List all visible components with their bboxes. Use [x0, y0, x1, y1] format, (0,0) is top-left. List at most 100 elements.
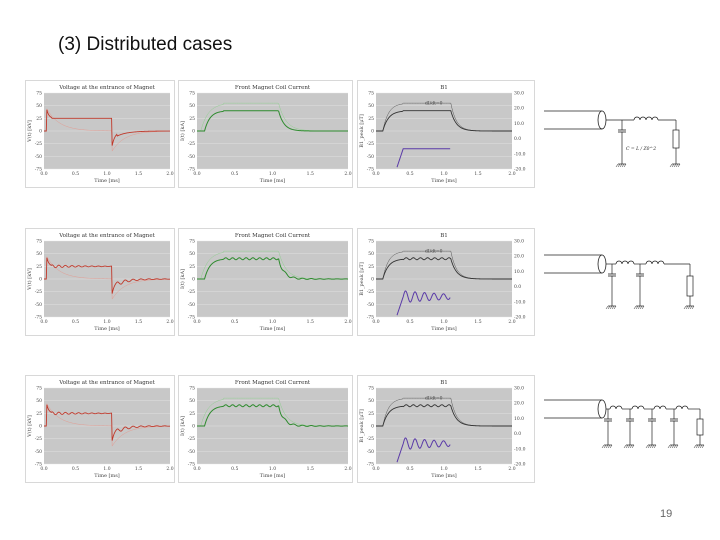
x-tick-label: 2.0 [344, 171, 351, 177]
y-tick-label: 50 [36, 398, 42, 404]
inductor-icon [653, 405, 667, 410]
y-tick-label: -50 [367, 449, 374, 455]
y-tick-label: 0 [39, 129, 42, 135]
y-tick-label: 50 [368, 103, 374, 109]
chart-voltage-row3: Voltage at the entrance of Magnet 75 50 25 0… [25, 375, 175, 483]
x-tick-label: 2.0 [508, 171, 515, 177]
y-tick-label: 50 [189, 398, 195, 404]
chart-title: Front Magnet Coil Current [235, 380, 311, 386]
y-tick-label: -50 [367, 154, 374, 160]
y-tick-label: -50 [188, 302, 195, 308]
capacitor-icon [604, 409, 612, 433]
y-tick-label: -50 [188, 154, 195, 160]
y-axis-label: V(t) [kV] [26, 268, 33, 291]
x-tick-label: 0.0 [40, 171, 47, 177]
x-tick-label: 0.0 [40, 319, 47, 325]
x-tick-label: 0.0 [372, 319, 379, 325]
x-tick-label: 1.0 [103, 466, 110, 472]
capacitor-icon [626, 409, 634, 433]
y-tick-label: 50 [36, 251, 42, 257]
x-tick-label: 0.0 [193, 171, 200, 177]
coax-cable-icon [544, 254, 607, 274]
voltage-trace-secondary [44, 255, 171, 300]
x-tick-label: 0.5 [406, 319, 413, 325]
ground-icon [601, 444, 613, 449]
x-tick-label: 1.5 [135, 171, 142, 177]
y-axis-label: B1_peak [μT] [359, 262, 365, 296]
y-tick-label: -75 [367, 462, 374, 468]
field-derivative-trace [396, 290, 451, 316]
x-tick-label: 2.0 [166, 319, 173, 325]
y-tick-label: -75 [35, 167, 42, 173]
y2-tick-label: 0.0 [514, 136, 521, 142]
y-tick-label: 25 [36, 116, 42, 122]
ground-icon [683, 305, 695, 310]
y-tick-label: -25 [35, 289, 42, 295]
y-tick-label: -75 [35, 462, 42, 468]
y-tick-label: -25 [367, 289, 374, 295]
y2-tick-label: 30.0 [514, 91, 524, 97]
y2-tick-label: 20.0 [514, 401, 524, 407]
y-tick-label: 75 [36, 386, 42, 392]
y-axis-label: I(t) [kA] [179, 416, 186, 436]
y-tick-label: 50 [368, 251, 374, 257]
ground-icon [693, 444, 705, 449]
x-tick-label: 0.0 [372, 171, 379, 177]
y2-tick-label: 20.0 [514, 254, 524, 260]
y-tick-label: 25 [189, 264, 195, 270]
chart-title: Voltage at the entrance of Magnet [58, 233, 155, 239]
ground-icon [669, 163, 681, 168]
y2-tick-label: 20.0 [514, 106, 524, 112]
x-tick-label: 1.0 [269, 466, 276, 472]
x-tick-label: 1.0 [103, 171, 110, 177]
page-number: 19 [660, 508, 673, 520]
chart-title: B1 [440, 233, 448, 239]
voltage-trace-secondary [44, 402, 171, 447]
resistor-icon [672, 129, 680, 149]
ground-icon [605, 305, 617, 310]
y-tick-label: 75 [189, 239, 195, 245]
y-tick-label: 0 [39, 424, 42, 430]
chart-current-row2: Front Magnet Coil Current 75 50 25 0 -25 -50 -7… [178, 228, 353, 336]
x-tick-label: 0.5 [72, 319, 79, 325]
capacitor-icon [648, 409, 656, 433]
voltage-trace-secondary [44, 107, 171, 152]
slide-title: (3) Distributed cases [58, 34, 233, 55]
y-axis-label: I(t) [kA] [179, 269, 186, 289]
ground-icon [615, 163, 627, 168]
y2-tick-label: -20.0 [514, 462, 526, 468]
y-tick-label: -25 [35, 436, 42, 442]
capacitor-icon [608, 264, 616, 288]
field-derivative-trace [396, 437, 451, 463]
chart-field-row3: B1 75 50 25 0 -25 -50 -75 30.0 20.0 10.0 0.0 -10.0 -2… [357, 375, 535, 483]
x-tick-label: 2.0 [166, 466, 173, 472]
x-tick-label: 2.0 [508, 466, 515, 472]
x-tick-label: 1.5 [474, 171, 481, 177]
y2-tick-label: 10.0 [514, 121, 524, 127]
y-tick-label: 0 [371, 424, 374, 430]
y-tick-label: -75 [367, 315, 374, 321]
y-tick-label: -25 [188, 289, 195, 295]
x-tick-label: 2.0 [166, 171, 173, 177]
chart-title: B1 [440, 85, 448, 91]
voltage-trace [44, 257, 171, 294]
y-tick-label: -75 [188, 462, 195, 468]
y-axis-label: B1_peak [μT] [359, 114, 365, 148]
y-tick-label: 50 [368, 398, 374, 404]
y-tick-label: 25 [189, 411, 195, 417]
x-tick-label: 1.5 [307, 171, 314, 177]
x-tick-label: 0.0 [372, 466, 379, 472]
y-tick-label: -25 [188, 436, 195, 442]
x-axis-label: Time [ms] [94, 473, 119, 479]
y-tick-label: 50 [36, 103, 42, 109]
y-tick-label: -50 [35, 154, 42, 160]
chart-title: B1 [440, 380, 448, 386]
x-tick-label: 0.5 [406, 466, 413, 472]
x-tick-label: 2.0 [344, 319, 351, 325]
chart-current-row1: Front Magnet Coil Current 75 50 25 0 -25 -50 -7… [178, 80, 353, 188]
x-axis-label: Time [ms] [260, 326, 285, 332]
x-tick-label: 1.0 [440, 466, 447, 472]
y-tick-label: 75 [189, 386, 195, 392]
y-tick-label: 0 [39, 277, 42, 283]
y-tick-label: -50 [188, 449, 195, 455]
